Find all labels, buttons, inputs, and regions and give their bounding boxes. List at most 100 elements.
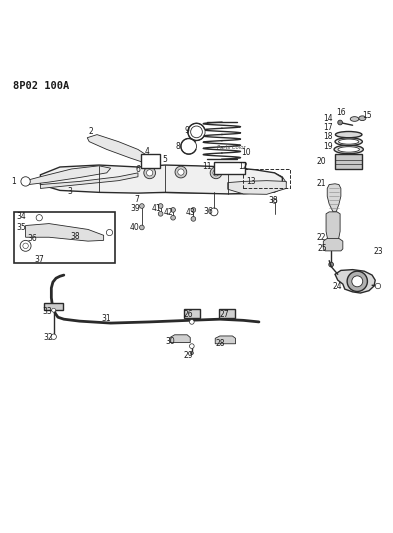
Text: 27: 27 [219, 310, 229, 319]
Text: 16: 16 [336, 108, 346, 117]
Circle shape [140, 225, 144, 230]
Circle shape [191, 126, 202, 138]
Text: 43: 43 [186, 208, 196, 217]
Circle shape [23, 243, 28, 248]
Text: 5: 5 [163, 156, 168, 165]
Text: 17: 17 [323, 123, 333, 132]
Bar [243, 169, 290, 189]
Circle shape [189, 344, 194, 349]
Text: 30: 30 [165, 337, 175, 346]
Text: Parts Color: Parts Color [217, 144, 246, 150]
Circle shape [51, 334, 57, 340]
Text: 38: 38 [70, 231, 79, 240]
Text: 9: 9 [184, 126, 189, 135]
Circle shape [158, 204, 163, 208]
Text: 38: 38 [268, 196, 278, 205]
Circle shape [140, 204, 144, 208]
Ellipse shape [334, 145, 363, 154]
Text: 10: 10 [241, 148, 250, 157]
Circle shape [52, 308, 56, 312]
Text: 40: 40 [130, 223, 140, 232]
Circle shape [272, 199, 277, 203]
Polygon shape [40, 165, 282, 194]
Circle shape [171, 215, 175, 220]
Text: 22: 22 [317, 233, 326, 242]
Text: 21: 21 [317, 179, 326, 188]
Text: 20: 20 [316, 157, 326, 166]
Circle shape [190, 352, 193, 354]
Text: 15: 15 [363, 110, 372, 119]
Circle shape [210, 167, 222, 179]
Circle shape [210, 208, 218, 216]
Text: 7: 7 [134, 195, 139, 204]
Circle shape [352, 276, 363, 287]
Text: 14: 14 [323, 115, 333, 124]
Circle shape [329, 262, 334, 267]
Text: 24: 24 [333, 281, 343, 290]
Circle shape [36, 215, 42, 221]
Polygon shape [26, 223, 104, 241]
Bar [214, 162, 245, 174]
Ellipse shape [350, 117, 359, 122]
Text: 3: 3 [67, 187, 72, 196]
Text: 37: 37 [35, 255, 44, 264]
Polygon shape [23, 166, 111, 184]
Ellipse shape [335, 132, 362, 138]
Text: 33: 33 [42, 307, 52, 316]
Bar [219, 310, 235, 318]
Circle shape [147, 169, 153, 176]
Text: 6: 6 [136, 165, 140, 174]
Text: 36: 36 [203, 207, 213, 216]
Circle shape [181, 139, 196, 154]
Polygon shape [323, 238, 343, 251]
Circle shape [21, 177, 30, 186]
Circle shape [375, 283, 381, 289]
Text: 39: 39 [130, 204, 140, 213]
Text: 28: 28 [216, 340, 226, 348]
Text: 1: 1 [11, 177, 15, 186]
Circle shape [213, 169, 219, 176]
Bar [141, 154, 160, 168]
Text: 41: 41 [152, 204, 162, 213]
Text: 4: 4 [145, 147, 150, 156]
Circle shape [20, 240, 31, 251]
Text: 29: 29 [184, 351, 193, 360]
Text: 25: 25 [317, 245, 327, 253]
Polygon shape [87, 135, 150, 162]
Text: 36: 36 [27, 234, 37, 243]
Circle shape [188, 123, 205, 141]
Circle shape [144, 167, 156, 179]
Polygon shape [326, 212, 340, 243]
Bar [14, 212, 115, 263]
Bar [184, 310, 200, 318]
Circle shape [191, 207, 196, 212]
Text: 8: 8 [176, 142, 180, 151]
Text: 18: 18 [324, 132, 333, 141]
Bar [44, 303, 63, 310]
Text: 2: 2 [89, 127, 94, 136]
Polygon shape [170, 335, 190, 343]
Circle shape [107, 229, 113, 236]
Polygon shape [228, 181, 286, 195]
Circle shape [158, 212, 163, 216]
Polygon shape [215, 336, 235, 344]
Polygon shape [111, 172, 286, 194]
Text: 19: 19 [323, 142, 333, 151]
Bar [335, 154, 362, 169]
Text: 31: 31 [101, 313, 111, 322]
Text: 12: 12 [238, 163, 247, 172]
Text: 23: 23 [373, 247, 383, 256]
Text: 32: 32 [43, 333, 53, 342]
Circle shape [178, 169, 184, 175]
Polygon shape [327, 184, 341, 212]
Text: 13: 13 [246, 177, 256, 186]
Circle shape [338, 120, 342, 125]
Circle shape [347, 271, 367, 292]
Circle shape [175, 166, 187, 178]
Text: 42: 42 [163, 208, 173, 217]
Ellipse shape [338, 139, 359, 144]
Circle shape [191, 216, 196, 221]
Text: 11: 11 [203, 163, 212, 172]
Polygon shape [335, 270, 375, 293]
Circle shape [171, 207, 175, 212]
